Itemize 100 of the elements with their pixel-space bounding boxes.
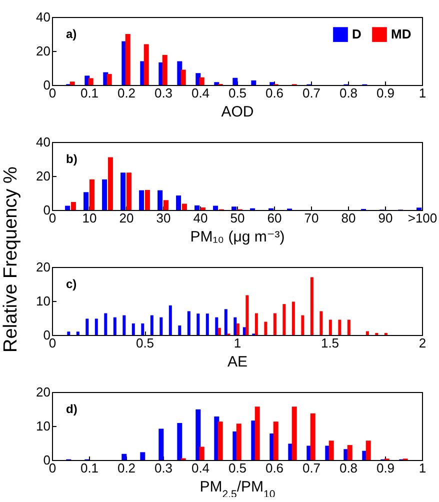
- bar: [301, 315, 304, 335]
- bar: [328, 320, 332, 335]
- bar: [178, 325, 182, 335]
- bar: [104, 313, 108, 335]
- bar: [126, 172, 132, 210]
- x-tick-label: 1: [234, 336, 242, 350]
- x-tick-label: 60: [267, 210, 282, 226]
- bar: [187, 311, 190, 335]
- x-tick-label: 0.1: [80, 460, 99, 476]
- x-tick-label: 0.4: [191, 86, 210, 100]
- bar: [218, 422, 223, 460]
- x-tick-label: 0.9: [376, 86, 395, 100]
- x-tick-label: 90: [378, 210, 393, 226]
- x-tick-label: 0.5: [136, 336, 154, 350]
- bar: [177, 422, 182, 460]
- y-tick-label: 10: [36, 418, 50, 434]
- bar: [120, 172, 126, 210]
- bar: [144, 44, 149, 85]
- bar: [224, 309, 228, 335]
- y-tick-label: 20: [36, 168, 50, 184]
- bar: [254, 313, 258, 335]
- x-tick-label: 1: [418, 460, 426, 476]
- bar: [236, 424, 242, 460]
- bar: [251, 80, 256, 85]
- bar: [139, 190, 144, 210]
- x-tick-label: 0.7: [302, 460, 321, 476]
- x-tick-label: 1: [418, 86, 426, 100]
- x-tick-label: 0.4: [191, 460, 210, 476]
- x-tick-label: 80: [341, 210, 356, 226]
- legend-label: D: [352, 26, 362, 42]
- bar: [273, 422, 278, 460]
- bar: [194, 205, 200, 210]
- x-tick-label: 0.8: [339, 460, 358, 476]
- x-tick-label: 70: [304, 210, 319, 226]
- bar: [140, 452, 146, 460]
- bar: [122, 454, 127, 460]
- bar: [199, 446, 204, 460]
- x-tick-label: 1.5: [320, 336, 340, 350]
- x-tick-label: 10: [82, 210, 97, 226]
- bar: [310, 413, 316, 460]
- bar: [214, 82, 220, 85]
- bar: [232, 206, 237, 210]
- bar: [122, 315, 126, 335]
- bar: [232, 78, 238, 85]
- bar: [113, 317, 116, 335]
- bar: [84, 192, 89, 210]
- bar: [88, 78, 94, 85]
- y-tick-label: 40: [36, 10, 50, 24]
- bar: [196, 409, 201, 460]
- bar: [218, 328, 221, 335]
- bar: [176, 196, 182, 210]
- bar: [206, 314, 209, 335]
- bar: [108, 157, 113, 210]
- bar: [67, 332, 70, 335]
- y-tick-label: 40: [36, 134, 50, 150]
- bar: [236, 323, 240, 335]
- bar: [160, 317, 163, 335]
- bar: [89, 179, 94, 210]
- bar: [215, 317, 218, 335]
- y-tick-label: 20: [36, 260, 50, 274]
- bar: [199, 77, 204, 85]
- bar: [86, 318, 89, 335]
- bar: [292, 302, 295, 335]
- bar: [366, 440, 371, 460]
- bar: [162, 54, 168, 85]
- x-axis-title: AE: [227, 354, 248, 370]
- bar: [328, 440, 334, 460]
- bar: [65, 206, 70, 210]
- bar: [70, 82, 75, 85]
- bar: [292, 406, 297, 460]
- annotation: c): [66, 277, 77, 291]
- bar: [273, 313, 276, 335]
- annotation: d): [66, 402, 78, 416]
- x-tick-label: 2: [418, 336, 426, 350]
- x-tick-label: 0.3: [154, 86, 173, 100]
- bar: [196, 314, 200, 335]
- bar: [366, 331, 369, 335]
- x-tick-label: 0.5: [228, 86, 247, 100]
- x-tick-label: 20: [119, 210, 134, 226]
- x-tick-label: >100: [408, 210, 438, 226]
- bar: [264, 322, 268, 335]
- x-tick-label: 0.5: [228, 460, 247, 476]
- x-tick-label: 0.2: [117, 86, 136, 100]
- x-tick-label: 0.3: [154, 460, 173, 476]
- bar: [180, 70, 186, 85]
- x-tick-label: 30: [156, 210, 171, 226]
- y-tick-label: 20: [36, 44, 50, 58]
- bar: [282, 304, 286, 335]
- x-axis-title: AOD: [221, 104, 254, 120]
- bar: [246, 295, 249, 335]
- bar: [102, 179, 108, 210]
- x-tick-label: 0.8: [339, 86, 358, 100]
- bar: [158, 428, 164, 460]
- bar: [200, 207, 206, 210]
- bar: [213, 206, 218, 210]
- x-tick-label: 50: [230, 210, 245, 226]
- x-tick-label: 0.6: [265, 460, 284, 476]
- bar: [347, 320, 350, 335]
- bar: [270, 82, 275, 85]
- annotation: a): [66, 27, 77, 41]
